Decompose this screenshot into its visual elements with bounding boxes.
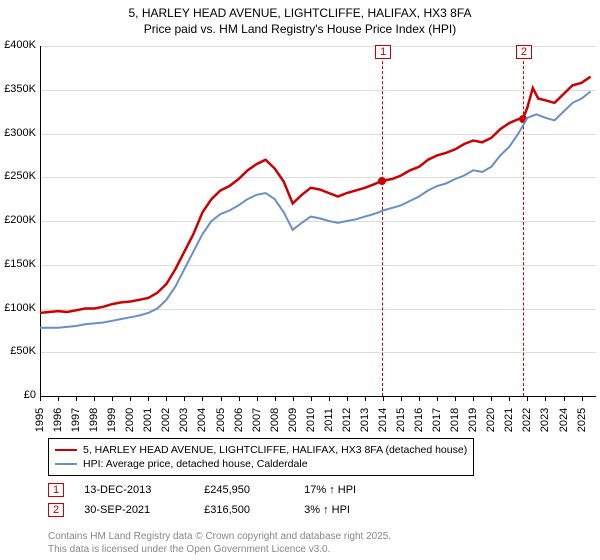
x-tick-label: 2005 <box>215 406 227 434</box>
x-tick-label: 2025 <box>576 406 588 434</box>
x-tick-label: 2023 <box>539 406 551 434</box>
x-tick-label: 2006 <box>233 406 245 434</box>
x-tick-label: 2011 <box>323 406 335 434</box>
y-tick-label: £50K <box>0 345 36 357</box>
attribution-text: Contains HM Land Registry data © Crown c… <box>48 530 391 556</box>
x-tick-label: 2017 <box>431 406 443 434</box>
marker-label: 1 <box>375 45 391 59</box>
y-tick-label: £0 <box>0 389 36 401</box>
marker-label: 2 <box>516 45 532 59</box>
x-tick-label: 1998 <box>88 406 100 434</box>
sales-table: 1 13-DEC-2013 £245,950 17% ↑ HPI 2 30-SE… <box>48 480 356 520</box>
y-tick-label: £200K <box>0 214 36 226</box>
series-price_paid <box>40 77 591 313</box>
x-tick-label: 2002 <box>160 406 172 434</box>
sale-marker <box>519 115 527 123</box>
x-tick-label: 2021 <box>503 406 515 434</box>
x-tick-label: 2018 <box>449 406 461 434</box>
x-tick-label: 1999 <box>106 406 118 434</box>
x-tick-label: 2007 <box>251 406 263 434</box>
x-tick-label: 2013 <box>359 406 371 434</box>
x-tick-label: 2024 <box>558 406 570 434</box>
x-tick-label: 2004 <box>196 406 208 434</box>
y-tick-label: £300K <box>0 127 36 139</box>
y-tick-label: £100K <box>0 302 36 314</box>
series-hpi <box>40 92 591 328</box>
x-tick-label: 2010 <box>305 406 317 434</box>
x-tick-label: 1995 <box>34 406 46 434</box>
x-tick-label: 2012 <box>341 406 353 434</box>
title-line2: Price paid vs. HM Land Registry's House … <box>0 22 600 38</box>
x-tick-label: 1996 <box>52 406 64 434</box>
x-tick-label: 2019 <box>467 406 479 434</box>
y-tick-label: £250K <box>0 170 36 182</box>
x-tick-label: 2008 <box>269 406 281 434</box>
x-tick-label: 2003 <box>178 406 190 434</box>
sale-marker <box>378 177 386 185</box>
y-tick-label: £350K <box>0 83 36 95</box>
y-tick-label: £150K <box>0 258 36 270</box>
sale-row: 2 30-SEP-2021 £316,500 3% ↑ HPI <box>48 500 356 520</box>
x-tick-label: 2020 <box>485 406 497 434</box>
x-tick-label: 2016 <box>413 406 425 434</box>
x-tick-label: 2022 <box>521 406 533 434</box>
legend-item: HPI: Average price, detached house, Cald… <box>55 457 467 471</box>
x-tick-label: 2009 <box>287 406 299 434</box>
x-tick-label: 2015 <box>395 406 407 434</box>
x-tick-label: 2014 <box>377 406 389 434</box>
chart-legend: 5, HARLEY HEAD AVENUE, LIGHTCLIFFE, HALI… <box>48 438 474 476</box>
sale-row: 1 13-DEC-2013 £245,950 17% ↑ HPI <box>48 480 356 500</box>
x-tick-label: 2001 <box>142 406 154 434</box>
legend-item: 5, HARLEY HEAD AVENUE, LIGHTCLIFFE, HALI… <box>55 443 467 457</box>
title-line1: 5, HARLEY HEAD AVENUE, LIGHTCLIFFE, HALI… <box>0 6 600 22</box>
y-tick-label: £400K <box>0 39 36 51</box>
x-tick-label: 2000 <box>124 406 136 434</box>
x-tick-label: 1997 <box>70 406 82 434</box>
